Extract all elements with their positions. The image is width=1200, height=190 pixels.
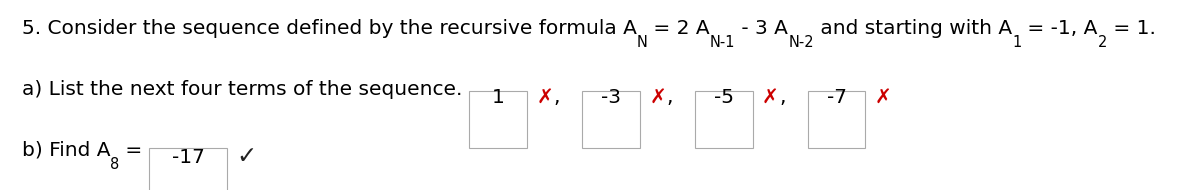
Text: ,: , [553, 88, 559, 107]
Text: N-1: N-1 [710, 35, 736, 50]
Text: = 2 A: = 2 A [647, 19, 710, 38]
Text: - 3 A: - 3 A [736, 19, 788, 38]
Text: -7: -7 [827, 88, 847, 107]
Text: 1: 1 [492, 88, 504, 107]
FancyBboxPatch shape [582, 91, 640, 148]
Text: ✗: ✗ [762, 88, 779, 107]
Text: and starting with A: and starting with A [814, 19, 1012, 38]
Text: 1: 1 [1012, 35, 1021, 50]
Text: N: N [636, 35, 647, 50]
Text: N-2: N-2 [788, 35, 814, 50]
Text: ✓: ✓ [236, 144, 257, 168]
Text: ,: , [666, 88, 673, 107]
Text: ✗: ✗ [649, 88, 666, 107]
Text: ,: , [779, 88, 786, 107]
Text: b) Find A: b) Find A [22, 141, 110, 160]
FancyBboxPatch shape [695, 91, 752, 148]
Text: ✗: ✗ [536, 88, 553, 107]
Text: ✗: ✗ [875, 88, 892, 107]
Text: 2: 2 [1098, 35, 1108, 50]
Text: =: = [119, 141, 149, 160]
Text: = 1.: = 1. [1108, 19, 1156, 38]
Text: 5. Consider the sequence defined by the recursive formula A: 5. Consider the sequence defined by the … [22, 19, 636, 38]
Text: a) List the next four terms of the sequence.: a) List the next four terms of the seque… [22, 80, 462, 99]
FancyBboxPatch shape [808, 91, 865, 148]
Text: -17: -17 [172, 148, 204, 167]
FancyBboxPatch shape [149, 148, 227, 190]
Text: -3: -3 [601, 88, 620, 107]
FancyBboxPatch shape [469, 91, 527, 148]
Text: -5: -5 [714, 88, 733, 107]
Text: = -1, A: = -1, A [1021, 19, 1098, 38]
Text: 8: 8 [110, 157, 119, 172]
